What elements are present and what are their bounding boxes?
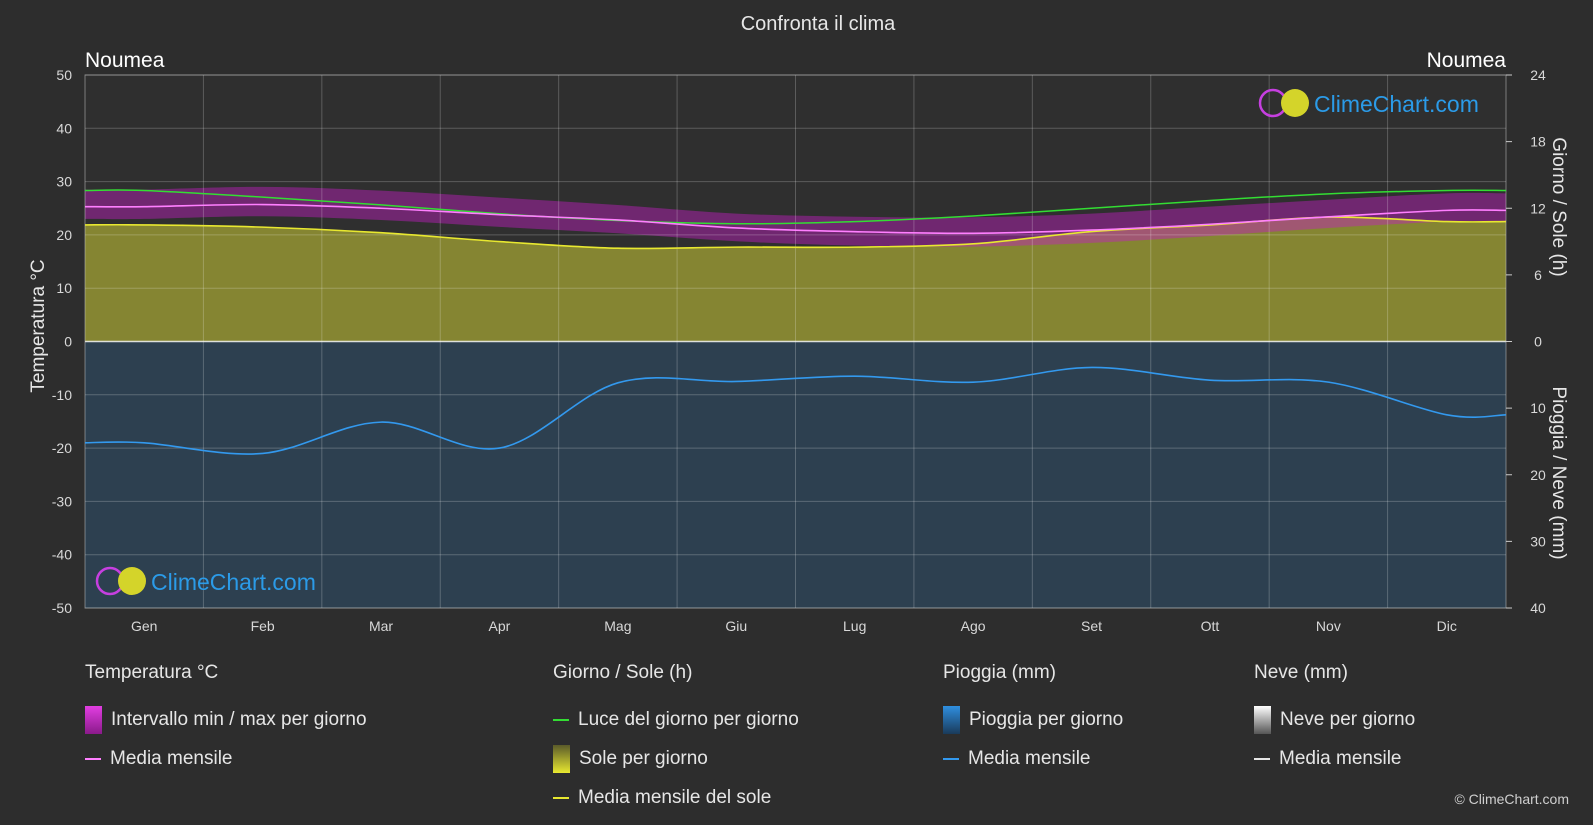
chart-title: Confronta il clima: [741, 13, 896, 35]
y-tick-precip: 30: [1530, 533, 1546, 549]
copyright: © ClimeChart.com: [1454, 791, 1569, 807]
legend-temperature: Temperatura °C Intervallo min / max per …: [85, 662, 367, 778]
y-tick-temp: -50: [52, 600, 72, 616]
y-tick-temp: 50: [56, 67, 72, 83]
rain-swatch-icon: [943, 705, 960, 734]
legend-sun-title: Giorno / Sole (h): [553, 662, 693, 683]
snow-swatch-icon: [1254, 705, 1271, 734]
y-tick-precip: 10: [1530, 400, 1546, 416]
y-tick-hours: 6: [1534, 267, 1542, 283]
legend-snow-title: Neve (mm): [1254, 662, 1348, 683]
y-tick-temp: 40: [56, 120, 72, 136]
legend-item-daylight: Luce del giorno per giorno: [553, 700, 799, 739]
x-tick-label: Apr: [489, 618, 511, 634]
legend-snow: Neve (mm) Neve per giorno Media mensile: [1254, 662, 1415, 778]
sunshine-swatch-icon: [553, 744, 570, 773]
legend-item-sun-mean: Media mensile del sole: [553, 778, 799, 817]
sun-mean-swatch-icon: [553, 796, 569, 799]
daylight-line: [84, 189, 1507, 225]
plot-area: 50 40 30 20 10 0 -10 -20 -30 -40 -50 24 18 12 6 0 10 20 30…: [52, 67, 1546, 634]
y-tick-temp: 0: [64, 334, 72, 350]
x-tick-label: Giu: [725, 618, 747, 634]
logo-text: ClimeChart.com: [151, 569, 316, 595]
legend-item-rain-mean: Media mensile: [943, 739, 1123, 778]
rain-mean-swatch-icon: [943, 757, 959, 760]
rain-area: [85, 341, 1506, 608]
y-tick-hours: 0: [1534, 334, 1542, 350]
y-tick-precip: 20: [1530, 467, 1546, 483]
climate-chart: Confronta il clima Noumea Noumea Tempera…: [28, 13, 1569, 634]
y-tick-hours: 12: [1530, 200, 1546, 216]
legend-sun: Giorno / Sole (h) Luce del giorno per gi…: [553, 662, 799, 817]
legend-temp-title: Temperatura °C: [85, 662, 219, 683]
logo-text: ClimeChart.com: [1314, 91, 1479, 117]
logo-bottom: ClimeChart.com: [95, 566, 316, 596]
legend-item-rain: Pioggia per giorno: [943, 700, 1123, 739]
y-tick-temp: -20: [52, 440, 72, 456]
y-axis-left-label: Temperatura °C: [28, 259, 49, 392]
legend-item-temp-mean: Media mensile: [85, 739, 367, 778]
x-tick-label: Mar: [369, 618, 393, 634]
legend-rain: Pioggia (mm) Pioggia per giorno Media me…: [943, 662, 1123, 778]
snow-mean-swatch-icon: [1254, 757, 1270, 760]
x-tick-label: Mag: [604, 618, 631, 634]
location-left: Noumea: [85, 49, 165, 72]
location-right: Noumea: [1427, 49, 1507, 72]
logo-sun-icon: [1281, 89, 1309, 117]
x-tick-label: Lug: [843, 618, 866, 634]
y-tick-temp: -40: [52, 547, 72, 563]
y-tick-temp: -30: [52, 493, 72, 509]
y-tick-temp: 10: [56, 280, 72, 296]
legend-item-sunshine: Sole per giorno: [553, 739, 799, 778]
logo-top: ClimeChart.com: [1258, 88, 1479, 118]
legend-item-snow-mean: Media mensile: [1254, 739, 1415, 778]
legend-rain-title: Pioggia (mm): [943, 662, 1056, 683]
x-tick-label: Gen: [131, 618, 157, 634]
logo-sun-icon: [118, 567, 146, 595]
temp-mean-swatch-icon: [85, 757, 101, 760]
legend-item-snow: Neve per giorno: [1254, 700, 1415, 739]
rain-mean-line: [84, 366, 1507, 455]
y-tick-hours: 24: [1530, 67, 1546, 83]
x-tick-label: Feb: [251, 618, 275, 634]
x-tick-label: Nov: [1316, 618, 1341, 634]
temp-mean-line: [84, 203, 1507, 235]
sunshine-area: [85, 217, 1506, 342]
x-tick-label: Dic: [1437, 618, 1457, 634]
y-axis-right-bottom-label: Pioggia / Neve (mm): [1548, 386, 1569, 559]
x-tick-label: Set: [1081, 618, 1102, 634]
y-tick-temp: 20: [56, 227, 72, 243]
y-tick-hours: 18: [1530, 134, 1546, 150]
daylight-swatch-icon: [553, 718, 569, 721]
y-axis-right-top-label: Giorno / Sole (h): [1548, 137, 1569, 276]
temp-range-band: [85, 186, 1506, 247]
y-tick-temp: -10: [52, 387, 72, 403]
x-tick-label: Ott: [1201, 618, 1220, 634]
y-tick-temp: 30: [56, 174, 72, 190]
x-tick-label: Ago: [961, 618, 986, 634]
y-tick-precip: 40: [1530, 600, 1546, 616]
legend-item-temp-range: Intervallo min / max per giorno: [85, 700, 367, 739]
temp-range-swatch-icon: [85, 705, 102, 734]
